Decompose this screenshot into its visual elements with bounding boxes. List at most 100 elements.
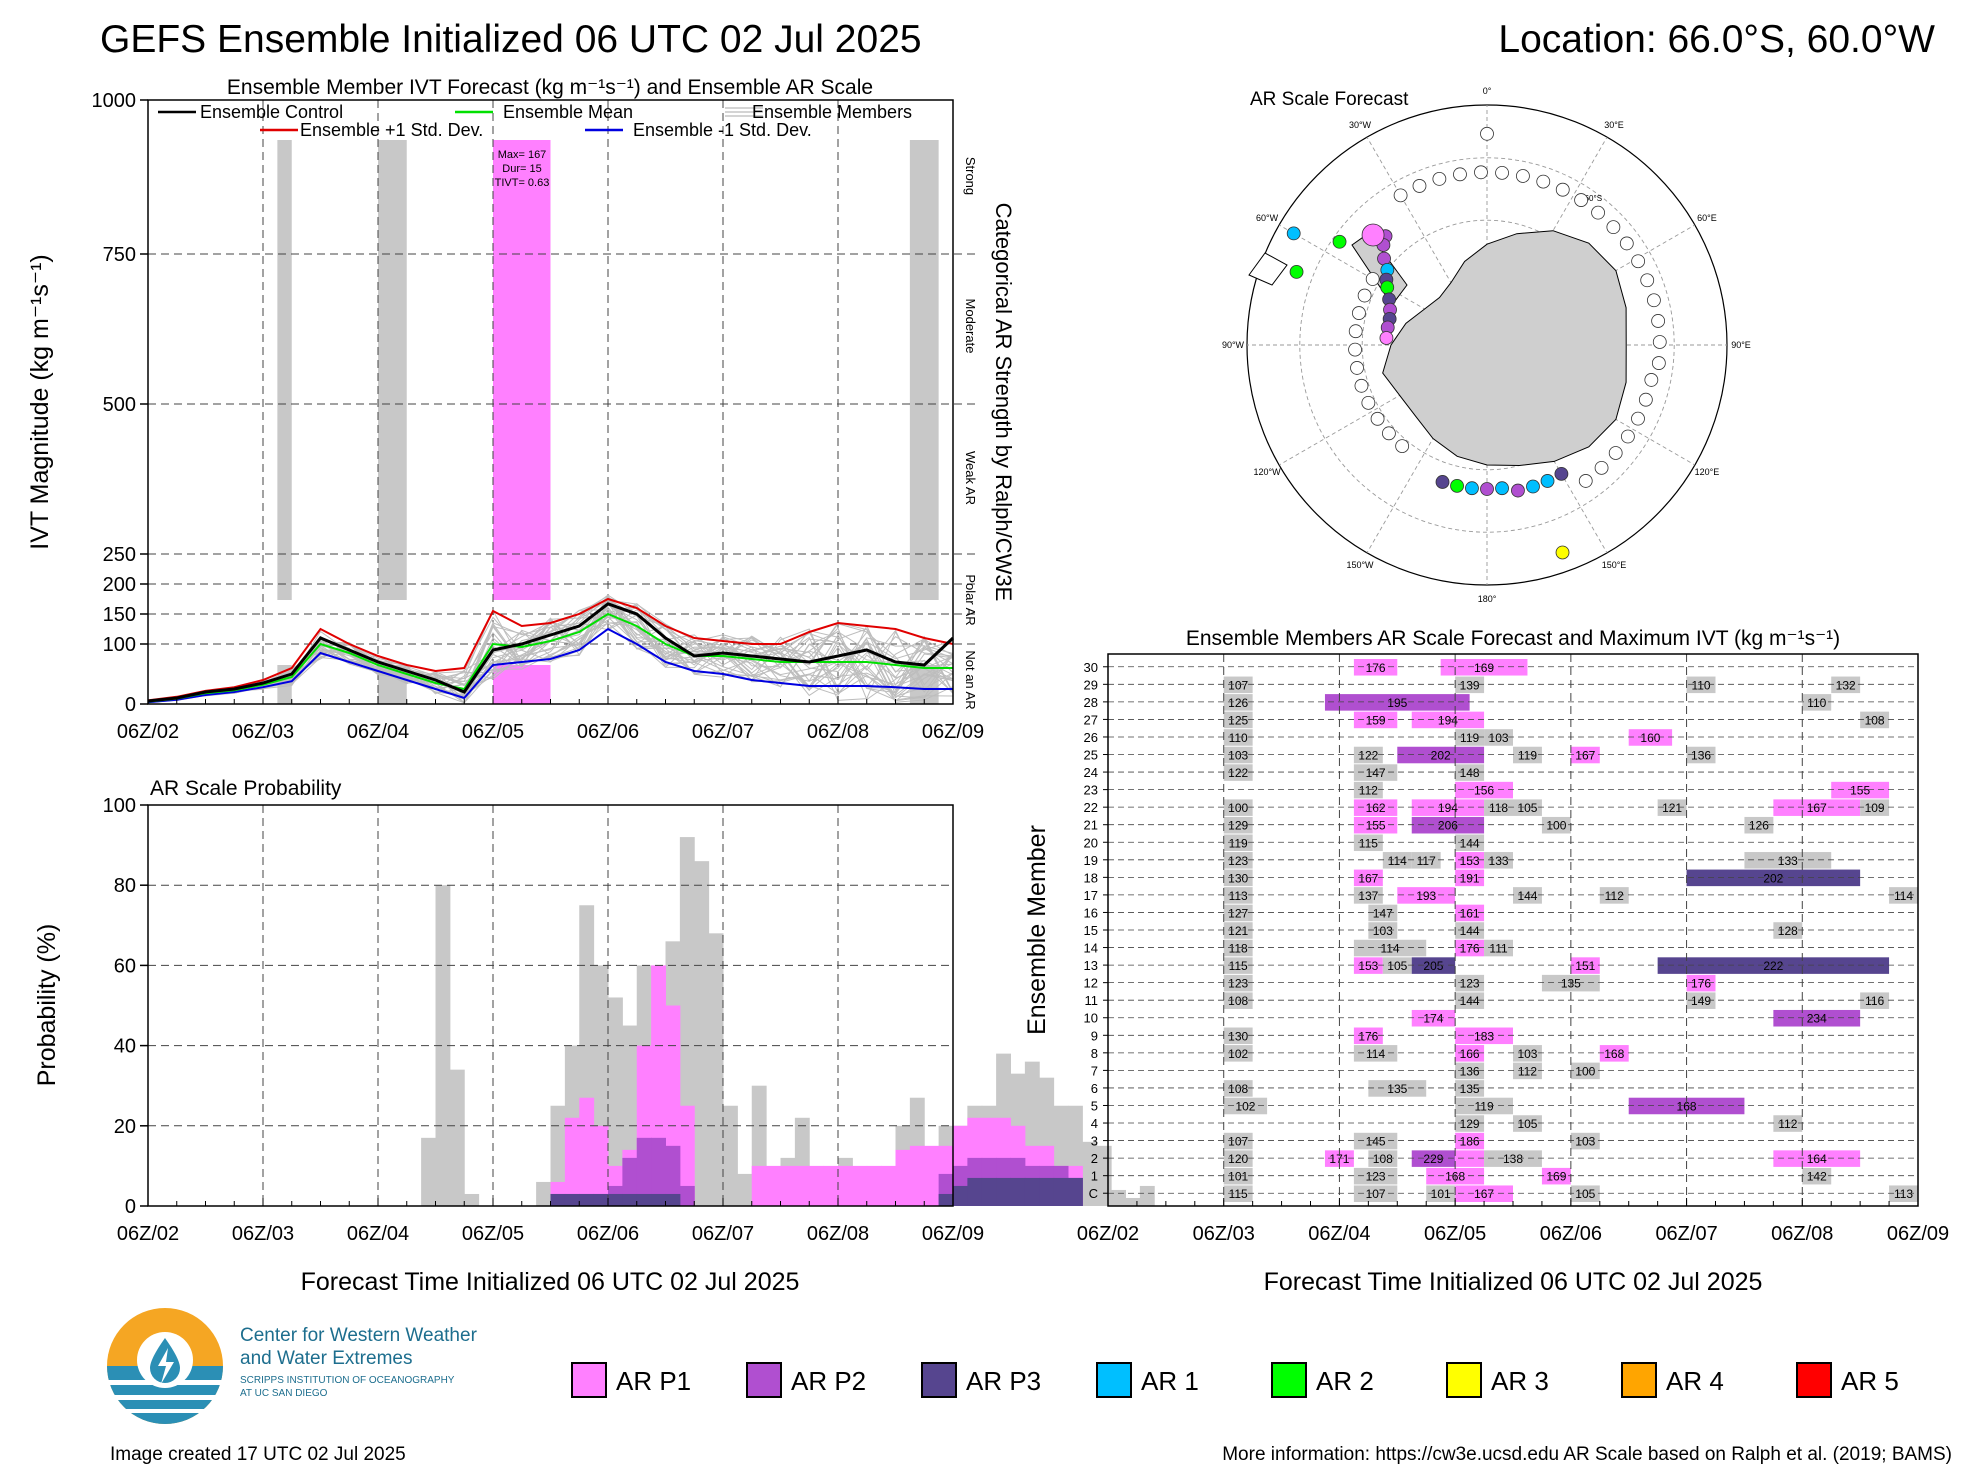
member-event-label: 118 xyxy=(1229,942,1248,956)
member-ytick-label: 17 xyxy=(1084,888,1098,903)
probability-bar-1 xyxy=(766,1165,781,1206)
longitude-label: 180° xyxy=(1478,594,1497,604)
latitude-label: 60°S xyxy=(1585,194,1602,203)
member-event-label: 129 xyxy=(1228,819,1248,833)
member-event-bar xyxy=(1223,887,1253,904)
ar-location-dot xyxy=(1619,236,1634,251)
member-event-bar xyxy=(1773,922,1803,939)
probability-bar-3 xyxy=(550,1193,566,1206)
member-event-label: 100 xyxy=(1575,1064,1595,1078)
ar-location-dot xyxy=(1647,293,1661,308)
ar-location-dot xyxy=(1435,475,1450,489)
ivt-ytick-label: 1000 xyxy=(92,90,137,112)
legend-label: AR 5 xyxy=(1841,1366,1899,1396)
member-event-bar xyxy=(1860,992,1890,1009)
probability-bar-3 xyxy=(593,1193,609,1206)
probability-bar-3 xyxy=(564,1193,580,1206)
probability-bar-0 xyxy=(708,933,724,1206)
member-event-label: 111 xyxy=(1489,942,1508,956)
ar-location-dot xyxy=(1332,234,1347,249)
member-event-bar xyxy=(1455,852,1485,869)
ar-location-dot xyxy=(1554,466,1569,481)
member-event-bar xyxy=(1686,676,1716,694)
ivt-gridlines xyxy=(148,100,975,704)
member-event-bar xyxy=(1223,939,1253,957)
member-event-bar xyxy=(1223,799,1253,816)
ar-location-dot xyxy=(1644,373,1659,387)
member-event-bar xyxy=(1223,1167,1253,1185)
probability-bar-3 xyxy=(579,1193,595,1206)
member-event-label: 174 xyxy=(1423,1012,1443,1026)
member-event-label: 101 xyxy=(1228,1170,1248,1184)
member-event-bar xyxy=(1455,1027,1513,1045)
ar-location-dot xyxy=(1393,188,1408,203)
ar-location-dot xyxy=(1495,165,1509,180)
member-event-bar xyxy=(1397,746,1485,764)
ivt-annotation-dur: Dur= 15 xyxy=(502,163,541,175)
member-ytick-label: 24 xyxy=(1084,765,1098,780)
probability-xtick-label: 06Z/09 xyxy=(922,1223,984,1245)
legend-swatch xyxy=(1796,1362,1832,1398)
ivt-axes: 0 100 150 200 250 500 750 1000 06Z/02 06Z/03 06Z/0… xyxy=(92,90,985,743)
member-event-label: 108 xyxy=(1228,994,1248,1008)
longitude-label: 0° xyxy=(1483,86,1492,96)
member-event-bar xyxy=(1744,816,1774,834)
probability-panel-title: AR Scale Probability xyxy=(150,777,342,800)
member-axes: C123456789101112131415161718192021222324… xyxy=(1077,660,1949,1245)
member-event-label: 234 xyxy=(1807,1012,1827,1026)
legend-label: AR 4 xyxy=(1666,1366,1724,1396)
member-event-bar xyxy=(1455,764,1485,781)
member-event-label: 193 xyxy=(1416,889,1436,903)
member-event-bars: 115 107 101 167 105 113 101 123 168 169 142 120 171 1… xyxy=(1223,659,1918,1202)
probability-bar-0 xyxy=(464,1193,480,1206)
logo-line-4: AT UC SAN DIEGO xyxy=(240,1388,328,1399)
antarctica-landmass xyxy=(1382,230,1627,467)
ivt-xtick-label: 06Z/08 xyxy=(807,721,869,743)
ar-location-dot xyxy=(1380,280,1395,295)
member-event-bar xyxy=(1455,676,1485,694)
member-event-label: 138 xyxy=(1503,1152,1523,1166)
member-event-bar xyxy=(1802,1167,1832,1185)
probability-x-axis-label: Forecast Time Initialized 06 UTC 02 Jul … xyxy=(301,1268,800,1296)
member-event-bar xyxy=(1223,1080,1253,1097)
member-event-bar xyxy=(1484,939,1513,957)
member-ytick-label: 16 xyxy=(1084,905,1098,920)
member-gridlines xyxy=(1108,654,1918,1206)
member-event-label: 127 xyxy=(1228,906,1248,920)
member-event-label: 135 xyxy=(1387,1082,1407,1096)
probability-xtick-label: 06Z/02 xyxy=(117,1223,179,1245)
member-event-label: 112 xyxy=(1359,784,1378,798)
member-event-bar xyxy=(1513,746,1542,764)
member-event-label: 136 xyxy=(1691,749,1711,763)
probability-bar-1 xyxy=(866,1165,882,1206)
latitude-ring xyxy=(1299,157,1675,533)
probability-ytick-label: 40 xyxy=(114,1036,136,1058)
probability-xtick-label: 06Z/07 xyxy=(692,1223,754,1245)
member-event-label: 160 xyxy=(1640,731,1660,745)
member-panel-title: Ensemble Members AR Scale Forecast and M… xyxy=(1186,627,1840,650)
member-event-bar xyxy=(1686,974,1716,992)
member-ytick-label: 2 xyxy=(1091,1151,1098,1166)
member-event-bar xyxy=(1455,1062,1485,1080)
member-event-bar xyxy=(1223,834,1253,852)
ar-location-dot xyxy=(1350,361,1364,375)
ar-location-dot xyxy=(1361,223,1385,247)
ivt-xtick-label: 06Z/02 xyxy=(117,721,179,743)
member-event-bar xyxy=(1368,904,1398,922)
ivt-legend: Ensemble Control Ensemble Mean Ensemble … xyxy=(158,102,912,140)
member-event-bar xyxy=(1353,1045,1398,1062)
member-event-label: 110 xyxy=(1229,731,1248,745)
member-event-bar xyxy=(1860,799,1890,816)
member-event-label: 144 xyxy=(1460,836,1480,850)
series-line-0 xyxy=(147,602,955,703)
member-event-bar xyxy=(1513,1045,1542,1062)
member-event-bar xyxy=(1223,729,1253,746)
member-event-bar xyxy=(1223,676,1253,694)
ar-location-dot xyxy=(1379,331,1394,345)
member-event-label: 107 xyxy=(1228,678,1248,692)
member-event-label: 167 xyxy=(1358,871,1378,885)
member-event-bar xyxy=(1484,729,1513,746)
member-event-label: 133 xyxy=(1489,854,1509,868)
logo-line-2: and Water Extremes xyxy=(240,1348,412,1369)
probability-bar-3 xyxy=(953,1185,968,1206)
